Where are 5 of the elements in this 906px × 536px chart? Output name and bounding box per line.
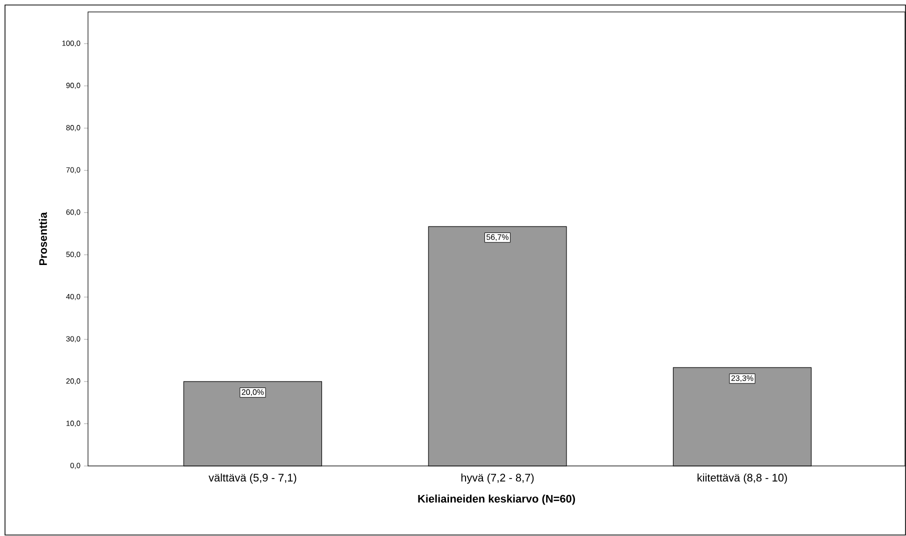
x-axis-title: Kieliaineiden keskiarvo (N=60) — [418, 494, 575, 505]
x-tick-label: hyvä (7,2 - 8,7) — [461, 474, 534, 484]
x-tick-label: välttävä (5,9 - 7,1) — [208, 474, 296, 484]
x-tick-label: kiitettävä (8,8 - 10) — [698, 474, 787, 484]
y-axis-title: Prosenttia — [38, 212, 47, 266]
